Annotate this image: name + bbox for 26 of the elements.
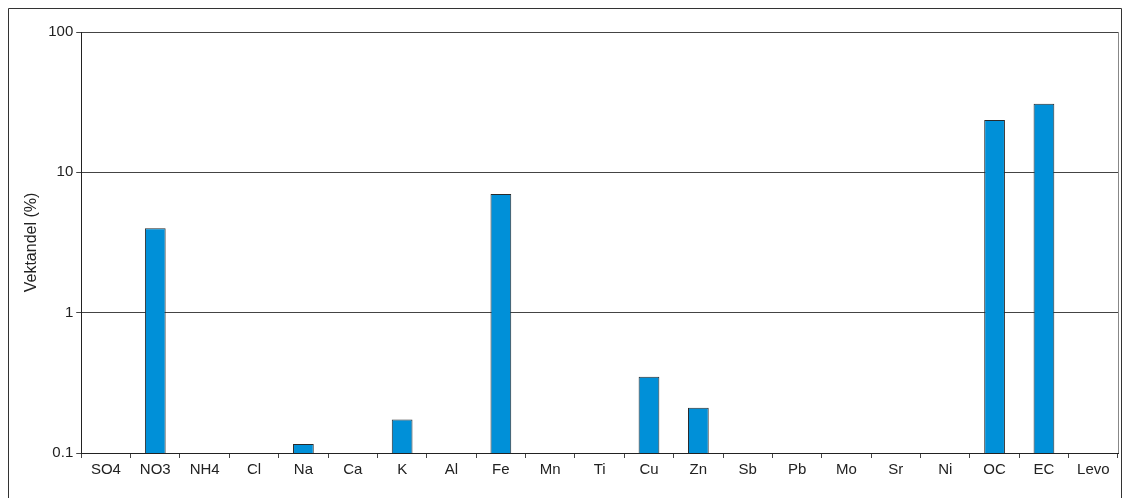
x-tick-label: NH4: [189, 460, 220, 478]
x-tick-label: Ca: [343, 460, 363, 478]
x-tick-label: Mn: [539, 460, 561, 478]
x-tick-label: OC: [983, 460, 1006, 478]
x-tick-label: K: [397, 460, 408, 478]
x-tick-label: Cu: [639, 460, 659, 478]
y-tick-label: 100: [48, 22, 74, 40]
x-tick-label: Levo: [1077, 460, 1110, 478]
x-tick-label: SO4: [90, 460, 121, 478]
y-tick-label: 0.1: [52, 443, 74, 461]
x-tick-label: Sr: [888, 460, 904, 478]
y-axis-title: Vektandel (%): [22, 192, 40, 293]
x-tick-label: Cl: [246, 460, 262, 478]
x-tick-label: EC: [1033, 460, 1055, 478]
x-tick-label: NO3: [139, 460, 171, 478]
x-tick-label: Al: [444, 460, 459, 478]
x-tick-label: Mo: [836, 460, 857, 478]
x-tick-label: Sb: [738, 460, 757, 478]
x-tick-label: Fe: [492, 460, 510, 478]
y-tick-label: 10: [56, 162, 74, 180]
y-tick-label: 1: [64, 302, 74, 320]
x-tick-label: Ti: [593, 460, 606, 478]
x-tick-label: Na: [293, 460, 314, 478]
x-tick-label: Zn: [689, 460, 708, 478]
x-tick-label: Ni: [938, 460, 953, 478]
x-tick-label: Pb: [787, 460, 807, 478]
